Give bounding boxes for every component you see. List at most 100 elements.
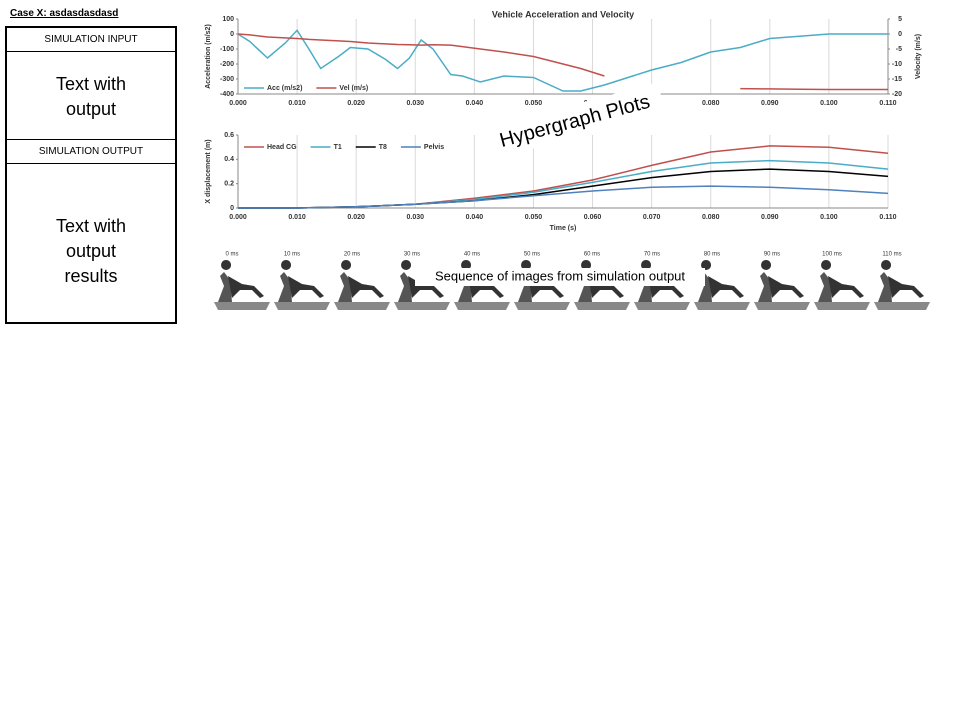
floor [754, 302, 810, 310]
x-tick-label: 0.040 [466, 214, 484, 221]
series-line [238, 159, 889, 209]
floor [694, 302, 750, 310]
figure [881, 260, 924, 298]
x-tick-label: 0.090 [761, 100, 779, 107]
x-tick-label: 0.060 [584, 214, 602, 221]
figure [821, 260, 864, 298]
x-tick-label: 0.030 [407, 214, 425, 221]
seat [758, 272, 772, 302]
frame-label: 40 ms [464, 252, 480, 258]
seat [818, 272, 832, 302]
x-axis-label: Time (s) [550, 225, 577, 232]
frame-image [394, 260, 450, 310]
x-tick-label: 0.080 [702, 100, 720, 107]
x-tick-label: 0.050 [525, 100, 543, 107]
x-tick-label: 0.090 [761, 214, 779, 221]
frame-label: 80 ms [704, 252, 720, 258]
y-tick-label: -100 [220, 46, 234, 53]
y2-tick-label: 0 [898, 31, 902, 38]
series-line [238, 185, 889, 209]
y-tick-label: 0.4 [224, 156, 234, 163]
output-text: Text with output results [55, 216, 127, 286]
x-tick-label: 0.000 [229, 100, 247, 107]
x-tick-label: 0.110 [879, 100, 896, 107]
legend-label: Pelvis [424, 144, 444, 151]
y-tick-label: 0 [230, 31, 234, 38]
sequence-text: Sequence of images from simulation outpu… [435, 268, 685, 283]
floor [394, 302, 450, 310]
y-tick-label: 0 [230, 205, 234, 212]
figure [761, 260, 804, 298]
legend-label: Vel (m/s) [339, 85, 368, 92]
y-axis-label: X displacement (m) [205, 139, 212, 203]
floor [334, 302, 390, 310]
frame-image [214, 260, 270, 310]
frame-label: 90 ms [764, 252, 780, 258]
x-tick-label: 0.020 [347, 214, 365, 221]
figure [581, 260, 624, 298]
x-tick-label: 0.020 [347, 100, 365, 107]
x-tick-label: 0.070 [643, 214, 661, 221]
legend-label: Head CG [267, 144, 297, 151]
floor [274, 302, 330, 310]
side-panel: SIMULATION INPUT Text with output SIMULA… [5, 26, 177, 324]
figure [701, 260, 744, 298]
x-tick-label: 0.110 [879, 214, 896, 221]
frame-image [754, 260, 810, 310]
series-line [237, 33, 888, 91]
legend-label: Acc (m/s2) [267, 85, 302, 92]
frame-label: 30 ms [404, 252, 420, 258]
frame-image [814, 260, 870, 310]
x-tick-label: 0.080 [702, 214, 720, 221]
x-tick-label: 0.010 [288, 100, 306, 107]
floor [574, 302, 630, 310]
figure [461, 260, 504, 298]
frame-image [874, 260, 930, 310]
floor [514, 302, 570, 310]
figure [521, 260, 564, 298]
y2-tick-label: -15 [892, 76, 902, 83]
note-background [483, 82, 666, 160]
y-tick-label: 100 [222, 16, 234, 23]
input-text: Text with output [7, 52, 175, 140]
y2-axis-label: Velocity (m/s) [915, 34, 922, 79]
seat [398, 272, 412, 302]
series-line [238, 145, 889, 209]
floor [634, 302, 690, 310]
frame-label: 110 ms [882, 252, 901, 258]
sequence-background [415, 268, 705, 286]
floor [814, 302, 870, 310]
frame-label: 0 ms [225, 252, 238, 258]
x-tick-label: 0.000 [229, 214, 247, 221]
floor [874, 302, 930, 310]
figure [401, 260, 444, 298]
floor [454, 302, 510, 310]
y-axis-label: Acceleration (m/s2) [205, 24, 212, 89]
seat [338, 272, 352, 302]
x-tick-label: 0.010 [288, 214, 306, 221]
case-title: Case X: asdasdasdasd [10, 8, 119, 19]
frame-image [334, 260, 390, 310]
y-tick-label: -200 [220, 61, 234, 68]
x-tick-label: 0.030 [407, 100, 425, 107]
figure [641, 260, 684, 298]
y-tick-label: 0.2 [224, 181, 234, 188]
y2-tick-label: -5 [896, 46, 902, 53]
y-tick-label: -400 [220, 91, 234, 98]
input-title: SIMULATION INPUT [7, 28, 175, 52]
seat [878, 272, 892, 302]
x-tick-label: 0.100 [820, 214, 838, 221]
frame-image [274, 260, 330, 310]
charts: Vehicle Acceleration and Velocity 0.000 0.… [205, 9, 930, 310]
y2-tick-label: -10 [892, 61, 902, 68]
y2-tick-label: 5 [898, 16, 902, 23]
seat [278, 272, 292, 302]
figure [341, 260, 384, 298]
floor [214, 302, 270, 310]
frame-label: 20 ms [344, 252, 360, 258]
y-tick-label: -300 [220, 76, 234, 83]
y2-tick-label: -20 [892, 91, 902, 98]
y-tick-label: 0.6 [224, 132, 234, 139]
output-title: SIMULATION OUTPUT [7, 140, 175, 164]
